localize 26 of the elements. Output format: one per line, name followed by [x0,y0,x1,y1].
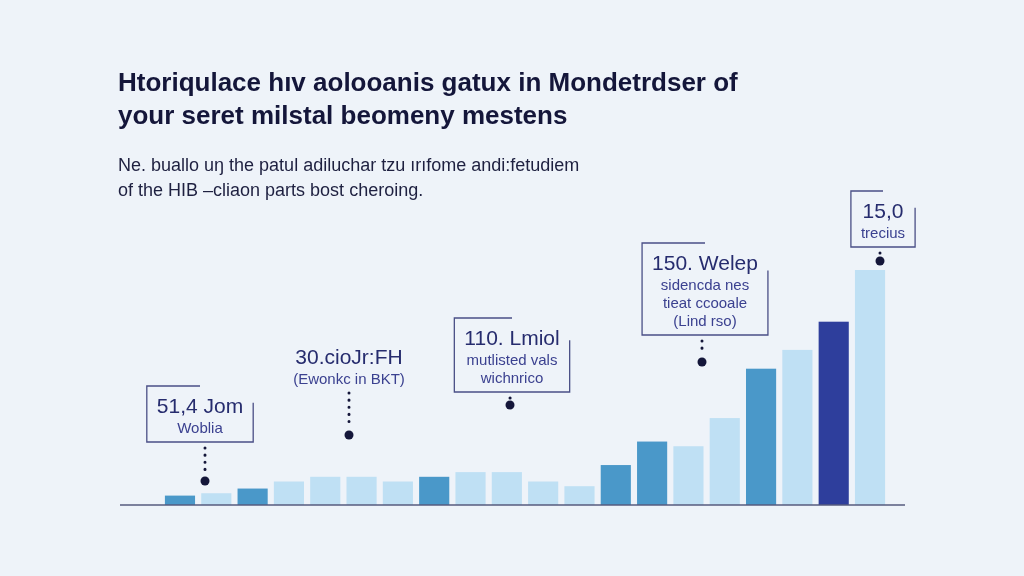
bar [455,472,486,505]
bar [201,493,232,505]
bar [419,476,450,505]
bar [673,446,704,505]
bar [600,465,631,505]
bar [237,488,268,505]
bar [346,476,377,505]
bar [528,481,559,505]
bar [782,349,813,505]
chart-title: Htoriqulace hıv aolooanis gatux in Mondetrdser of your seret milstal beomeny mestens [118,67,739,130]
bar [637,441,668,505]
annotation: 30.cioJr:FH (Ewonkc in BKT) [293,345,405,387]
bar [273,481,304,505]
bar [564,486,595,505]
bar [382,481,413,505]
annotation: 51,4 Jom Woblia [156,394,244,436]
bar [709,418,740,505]
chart-subtitle: Ne. buallo uŋ the patul adiluchar tzu ırıfome andi:fetudiem of the HIB –cliaon parts bost cheroing. [118,155,580,200]
bar [491,472,522,505]
bar [746,368,777,505]
bar [818,321,849,505]
annotation: 150. Welep sidencda nes tieat ccooale (Lind rso) [652,251,758,329]
text: 15,0 trecius [860,199,906,241]
annotation: 110. Lmiol mutlisted vals wichnrico [464,326,560,386]
bar [854,270,886,505]
bar [310,476,341,505]
